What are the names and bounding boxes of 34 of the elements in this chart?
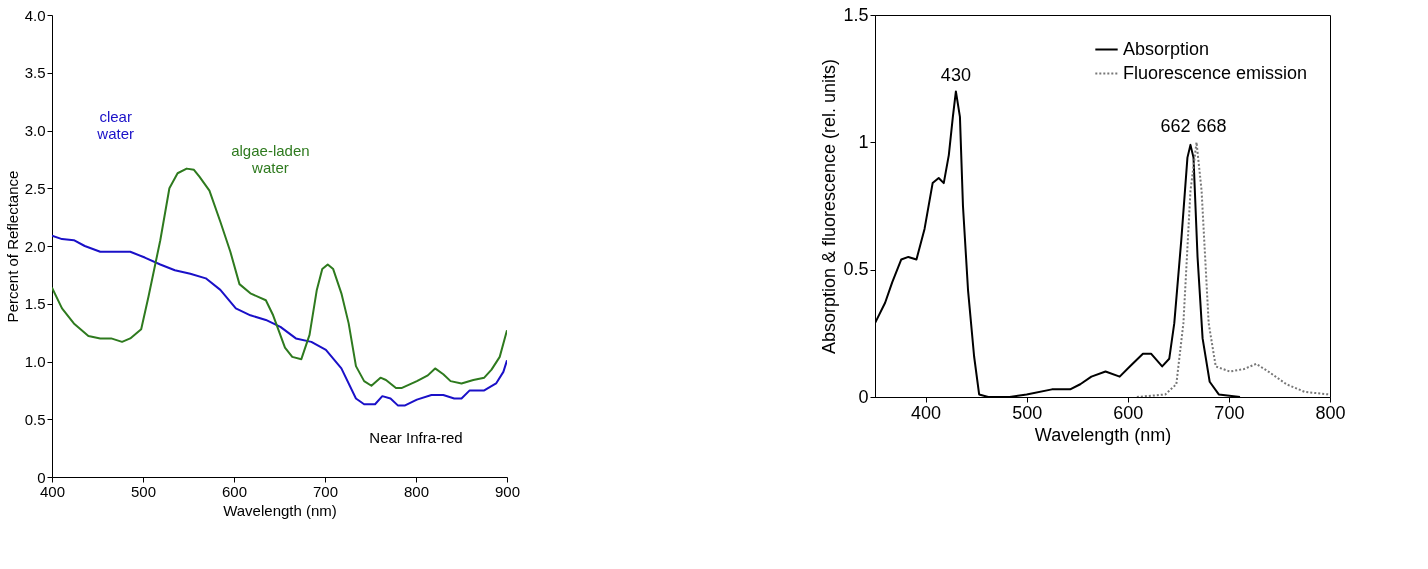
y-axis-title: Percent of Reflectance bbox=[3, 170, 21, 323]
annotation: 668 bbox=[1196, 116, 1227, 137]
y-tick-label: 0 bbox=[858, 386, 869, 407]
y-tick-label: 2.5 bbox=[24, 179, 46, 197]
y-tick-label: 1 bbox=[858, 131, 869, 152]
y-tick-label: 0.5 bbox=[843, 259, 869, 280]
x-tick-label: 600 bbox=[1113, 402, 1144, 423]
x-tick-label: 500 bbox=[130, 482, 157, 500]
y-axis-title: Absorption & fluorescence (rel. units) bbox=[819, 58, 840, 355]
y-tick-label: 4.0 bbox=[24, 6, 46, 24]
annotation: 662 bbox=[1160, 116, 1191, 137]
annotation: algae-laden water bbox=[231, 142, 310, 177]
x-tick-label: 800 bbox=[1315, 402, 1346, 423]
annotation: 430 bbox=[940, 65, 971, 86]
legend-label: Fluorescence emission bbox=[1123, 62, 1308, 83]
x-tick-label: 400 bbox=[911, 402, 942, 423]
x-tick-label: 800 bbox=[403, 482, 430, 500]
y-tick-label: 1.5 bbox=[24, 295, 46, 313]
y-tick-label: 3.5 bbox=[24, 64, 46, 82]
y-tick-label: 3.0 bbox=[24, 122, 46, 139]
y-tick-label: 1.0 bbox=[24, 353, 46, 370]
legend-label: Absorption bbox=[1123, 38, 1210, 59]
x-tick-label: 900 bbox=[494, 482, 521, 500]
x-axis-title: Wavelength (nm) bbox=[1034, 424, 1172, 445]
y-tick-label: 1.5 bbox=[843, 4, 869, 25]
x-axis-title: Wavelength (nm) bbox=[223, 501, 337, 519]
y-tick-label: 0.5 bbox=[24, 410, 46, 428]
x-tick-label: 700 bbox=[312, 482, 339, 500]
x-tick-label: 700 bbox=[1214, 402, 1245, 423]
y-tick-label: 2.0 bbox=[24, 237, 46, 255]
x-tick-label: 600 bbox=[221, 482, 248, 500]
annotation: clear water bbox=[96, 107, 135, 142]
x-tick-label: 500 bbox=[1012, 402, 1043, 423]
annotation: Near Infra-red bbox=[369, 428, 463, 446]
